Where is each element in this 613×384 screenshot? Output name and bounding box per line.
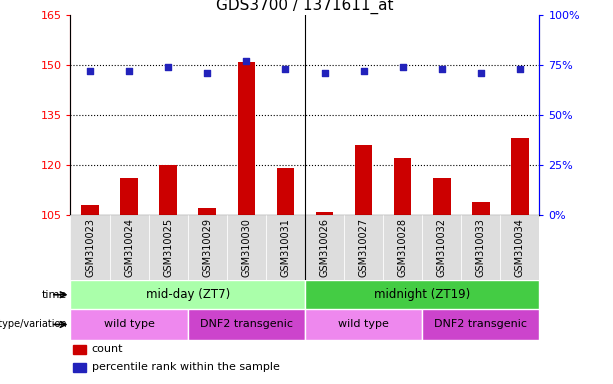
Bar xyxy=(383,215,422,280)
Bar xyxy=(344,215,383,280)
Point xyxy=(476,70,485,76)
Bar xyxy=(472,202,490,215)
Point xyxy=(398,64,408,70)
Bar xyxy=(159,165,177,215)
Bar xyxy=(74,345,86,354)
Bar xyxy=(422,215,462,280)
Bar xyxy=(120,179,138,215)
Text: GSM310026: GSM310026 xyxy=(319,218,330,277)
Text: GSM310033: GSM310033 xyxy=(476,218,486,277)
Text: GSM310025: GSM310025 xyxy=(163,218,173,277)
Text: mid-day (ZT7): mid-day (ZT7) xyxy=(146,288,230,301)
Bar xyxy=(70,280,305,309)
Bar xyxy=(70,215,110,280)
Point xyxy=(319,70,329,76)
Point xyxy=(359,68,368,74)
Bar xyxy=(82,205,99,215)
Title: GDS3700 / 1371611_at: GDS3700 / 1371611_at xyxy=(216,0,394,14)
Bar xyxy=(276,169,294,215)
Text: time: time xyxy=(42,290,67,300)
Text: GSM310032: GSM310032 xyxy=(436,218,447,277)
Text: GSM310027: GSM310027 xyxy=(359,218,368,277)
Bar xyxy=(70,309,188,340)
Bar xyxy=(188,215,227,280)
Bar xyxy=(305,309,422,340)
Bar xyxy=(305,280,539,309)
Text: percentile rank within the sample: percentile rank within the sample xyxy=(91,362,280,372)
Point xyxy=(515,66,525,72)
Text: GSM310030: GSM310030 xyxy=(242,218,251,277)
Text: GSM310031: GSM310031 xyxy=(280,218,291,277)
Point xyxy=(124,68,134,74)
Text: wild type: wild type xyxy=(338,319,389,329)
Text: GSM310024: GSM310024 xyxy=(124,218,134,277)
Text: genotype/variation: genotype/variation xyxy=(0,319,67,329)
Bar xyxy=(188,309,305,340)
Bar xyxy=(74,363,86,372)
Point xyxy=(163,64,173,70)
Bar xyxy=(355,145,372,215)
Bar xyxy=(433,179,451,215)
Text: DNF2 transgenic: DNF2 transgenic xyxy=(200,319,293,329)
Text: midnight (ZT19): midnight (ZT19) xyxy=(374,288,470,301)
Text: DNF2 transgenic: DNF2 transgenic xyxy=(435,319,527,329)
Bar xyxy=(238,62,255,215)
Bar xyxy=(462,215,500,280)
Text: GSM310034: GSM310034 xyxy=(515,218,525,277)
Bar xyxy=(149,215,188,280)
Text: GSM310029: GSM310029 xyxy=(202,218,212,277)
Bar xyxy=(110,215,149,280)
Text: GSM310028: GSM310028 xyxy=(398,218,408,277)
Point xyxy=(202,70,212,76)
Bar xyxy=(316,212,333,215)
Bar xyxy=(394,159,411,215)
Bar xyxy=(305,215,344,280)
Bar xyxy=(422,309,539,340)
Bar xyxy=(199,209,216,215)
Bar xyxy=(500,215,539,280)
Text: GSM310023: GSM310023 xyxy=(85,218,95,277)
Bar xyxy=(266,215,305,280)
Point xyxy=(242,58,251,65)
Bar xyxy=(227,215,266,280)
Point xyxy=(281,66,291,72)
Point xyxy=(437,66,447,72)
Text: wild type: wild type xyxy=(104,319,154,329)
Text: count: count xyxy=(91,344,123,354)
Bar xyxy=(511,139,528,215)
Point xyxy=(85,68,95,74)
